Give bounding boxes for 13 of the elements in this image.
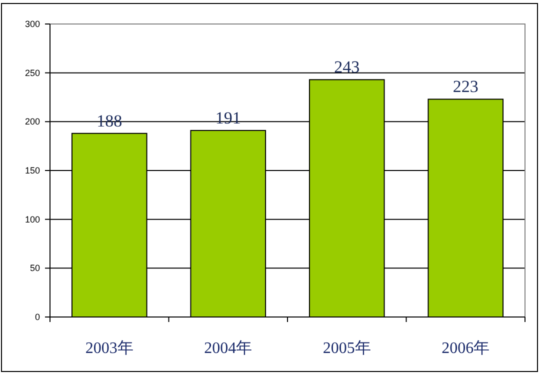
y-tick-label: 100 (24, 214, 40, 224)
x-tick-label: 2004年 (204, 340, 252, 357)
x-tick-label: 2006年 (442, 340, 490, 357)
x-tick-label: 2005年 (322, 340, 371, 357)
y-tick-label: 200 (24, 116, 40, 127)
x-tick-label: 2003年 (85, 340, 134, 357)
y-tick-label: 300 (24, 19, 40, 29)
data-label: 223 (452, 77, 478, 96)
y-tick-label: 250 (24, 68, 40, 78)
data-label: 243 (334, 58, 360, 77)
y-tick-label: 50 (30, 263, 40, 274)
y-tick-label: 150 (24, 166, 40, 176)
y-tick-label: 0 (34, 312, 40, 322)
